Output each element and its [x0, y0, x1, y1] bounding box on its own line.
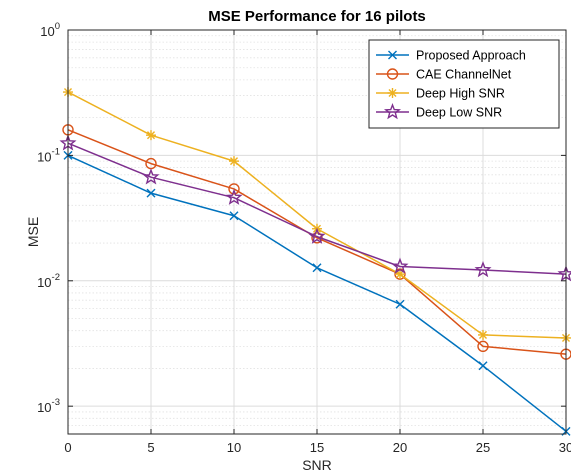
- legend-marker: [388, 50, 397, 60]
- legend-marker: [386, 68, 399, 80]
- data-point: [225, 188, 243, 205]
- marker-stroke: [146, 188, 156, 198]
- data-point: [478, 329, 488, 340]
- marker-star: [474, 261, 492, 278]
- data-point: [142, 168, 160, 185]
- chart-title: MSE Performance for 16 pilots: [208, 8, 426, 25]
- marker-star: [308, 227, 326, 244]
- marker-circle: [386, 68, 399, 80]
- y-tick-label: 10-2: [37, 272, 60, 290]
- data-point: [146, 130, 156, 141]
- data-point: [395, 299, 405, 309]
- series-layer: [59, 87, 571, 436]
- marker-star: [383, 103, 402, 120]
- x-tick-label: 15: [310, 440, 324, 455]
- y-tick-label: 10-1: [37, 146, 60, 164]
- data-point: [229, 156, 239, 167]
- marker-stroke: [146, 131, 156, 140]
- legend-marker: [383, 103, 402, 120]
- legend-item: Deep High SNR: [376, 87, 505, 101]
- legend: Proposed Approach CAE ChannelNet Deep High…: [368, 39, 560, 129]
- x-tick-label: 30: [559, 440, 571, 455]
- data-point: [391, 257, 409, 274]
- marker-stroke: [388, 50, 397, 60]
- marker-stroke: [312, 263, 322, 273]
- marker-star: [142, 168, 160, 185]
- y-axis-label: MSE: [25, 217, 41, 247]
- legend-label: Deep Low SNR: [416, 106, 502, 120]
- data-point: [146, 188, 156, 198]
- data-point: [229, 211, 239, 221]
- legend-label: Deep High SNR: [416, 87, 505, 101]
- marker-circle: [228, 183, 240, 195]
- series-line: [67, 142, 567, 275]
- marker-stroke: [229, 211, 239, 221]
- data-point: [477, 340, 489, 353]
- marker-stroke: [478, 330, 488, 339]
- x-tick-label: 0: [64, 440, 71, 455]
- marker-stroke: [478, 361, 488, 371]
- legend-item: Deep Low SNR: [376, 103, 502, 120]
- data-point: [474, 261, 492, 278]
- marker-star: [225, 188, 243, 205]
- marker-stroke: [388, 88, 397, 98]
- x-axis-label: SNR: [302, 457, 332, 471]
- data-point: [228, 183, 240, 195]
- data-point: [308, 227, 326, 244]
- legend-label: CAE ChannelNet: [416, 68, 512, 82]
- x-tick-label: 5: [147, 440, 154, 455]
- marker-circle: [477, 340, 489, 353]
- legend-marker: [387, 88, 398, 98]
- marker-star: [391, 257, 409, 274]
- x-tick-label: 20: [393, 440, 407, 455]
- marker-stroke: [229, 157, 239, 166]
- series-line: [67, 129, 567, 355]
- legend-item: CAE ChannelNet: [376, 68, 512, 82]
- data-point: [478, 361, 488, 371]
- legend-item: Proposed Approach: [376, 49, 526, 63]
- data-point: [312, 263, 322, 273]
- marker-stroke: [395, 299, 405, 309]
- x-tick-label: 10: [227, 440, 241, 455]
- axis-ticks: 0 5 10 15 20 25 30 100 10-1 10-2 10-3: [37, 21, 571, 455]
- legend-label: Proposed Approach: [416, 49, 526, 63]
- y-tick-label: 100: [40, 21, 60, 39]
- x-tick-label: 25: [476, 440, 490, 455]
- y-tick-label: 10-3: [37, 397, 60, 415]
